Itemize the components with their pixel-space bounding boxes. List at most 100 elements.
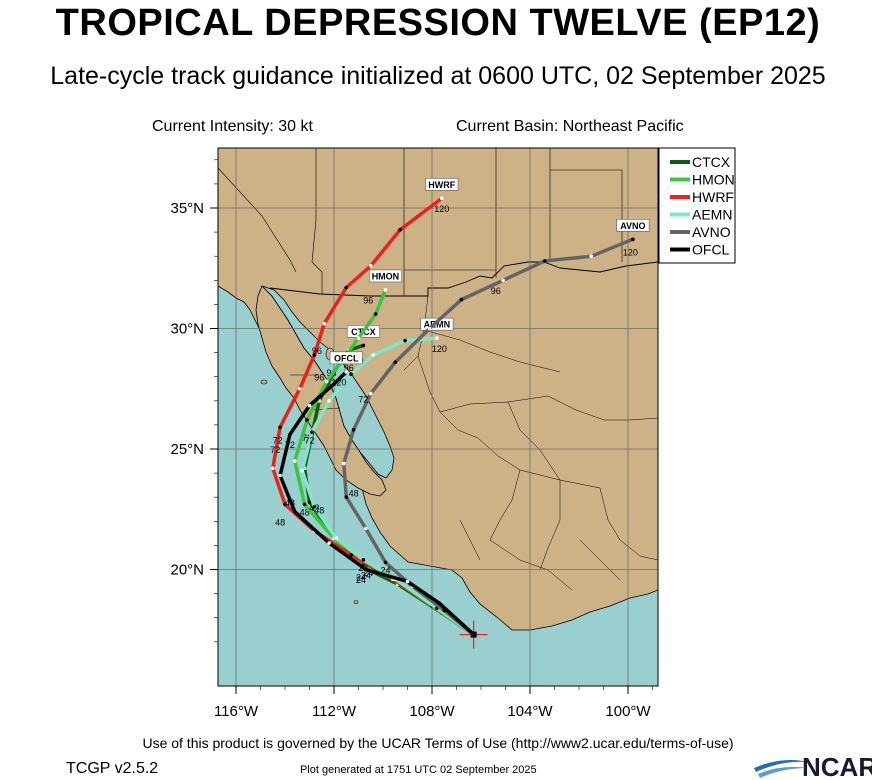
track-point	[631, 237, 635, 242]
plot-generated-time: Plot generated at 1751 UTC 02 September …	[300, 764, 537, 776]
track-point	[312, 353, 317, 357]
track-point	[305, 418, 309, 422]
track-point	[332, 382, 336, 386]
track-point	[349, 372, 353, 377]
track-point	[300, 468, 304, 473]
legend-label: OFCL	[692, 242, 730, 258]
track-point	[327, 399, 331, 403]
track-point	[344, 285, 349, 290]
track-point	[278, 425, 282, 430]
track-end-label-box	[425, 178, 459, 191]
track-point	[383, 560, 388, 565]
lon-tick-label: 112°W	[312, 703, 357, 720]
forecast-hour-label: 24	[356, 573, 366, 583]
forecast-hour-label: 120	[434, 204, 449, 214]
forecast-hour-label: 72	[302, 433, 312, 443]
forecast-hour-label: 96	[314, 373, 324, 383]
track-point	[393, 360, 398, 365]
track-point	[312, 505, 317, 509]
track-point	[501, 278, 505, 283]
track-point	[361, 343, 366, 348]
track-point	[403, 338, 407, 343]
legend-label: AEMN	[692, 207, 732, 223]
forecast-hour-label: 120	[432, 344, 447, 354]
track-line	[342, 237, 634, 636]
forecast-hour-label: 24	[380, 566, 390, 576]
track-point	[398, 227, 402, 232]
track-point	[327, 541, 331, 545]
track-end-label-box	[329, 351, 363, 365]
track-end-label: AEMN	[424, 320, 451, 330]
ncar-logo: NCAR	[754, 752, 872, 780]
storm-center	[470, 631, 477, 638]
track-point	[427, 326, 432, 331]
track-point	[297, 386, 302, 391]
track-point	[356, 336, 361, 340]
guidance-subtitle: Late-cycle track guidance initialized at…	[50, 62, 826, 90]
track-point	[371, 353, 376, 357]
forecast-hour-label: 24	[363, 568, 373, 578]
track-point	[302, 502, 307, 507]
forecast-hour-label: 120	[331, 378, 346, 388]
lon-tick-label: 116°W	[214, 703, 259, 720]
track-point	[344, 370, 349, 374]
track-point	[364, 526, 368, 531]
track-point	[349, 553, 353, 557]
track-point	[542, 259, 547, 263]
lon-tick-label: 104°W	[507, 703, 553, 720]
forecast-hour-label: 96	[491, 286, 501, 296]
axes: 116°W 112°W 108°W 104°W 100°W 35°N 30°N 25°N 20°…	[170, 159, 653, 720]
track-point	[322, 321, 327, 326]
track-end-label-box	[616, 219, 650, 232]
track-end-label: HMON	[372, 271, 400, 281]
track-point	[373, 312, 378, 316]
track-point	[440, 196, 444, 201]
forecast-hour-label: 24	[361, 570, 371, 580]
plot-frame	[217, 147, 659, 687]
track-point	[351, 427, 356, 432]
us-mexico-border	[269, 261, 658, 297]
state-line	[218, 148, 623, 296]
track-point	[368, 391, 373, 396]
legend-label: AVNO	[692, 224, 731, 240]
track-point	[344, 495, 349, 500]
track-point	[435, 336, 439, 340]
forecast-hour-label: 96	[363, 296, 373, 306]
island	[353, 600, 359, 604]
track-point	[293, 459, 297, 463]
forecast-hour-label: 48	[349, 488, 359, 498]
track-point	[405, 579, 410, 584]
storm-title: TROPICAL DEPRESSION TWELVE (EP12)	[55, 2, 821, 44]
storm-position-marker	[459, 620, 488, 649]
track-point	[364, 567, 368, 572]
lat-tick-label: 20°N	[170, 562, 204, 579]
forecast-hour-label: 96	[312, 346, 322, 356]
track-point	[270, 466, 275, 471]
current-basin: Current Basin: Northeast Pacific	[456, 118, 684, 135]
forecast-hour-label: 48	[314, 505, 324, 515]
track-point	[437, 601, 442, 606]
lat-tick-label: 25°N	[170, 441, 204, 458]
version-label: TCGP v2.5.2	[66, 760, 159, 777]
forecast-hour-label: 72	[358, 394, 368, 404]
track-avno: 24 48 72 96 120 AVNO	[342, 219, 650, 636]
track-point	[288, 432, 292, 437]
model-tracks: 24487296120CTCX24487296HMON24487296120HW…	[270, 178, 650, 637]
track-end-label-box	[369, 269, 402, 283]
track-point	[459, 297, 464, 302]
lat-tick-label: 30°N	[170, 321, 204, 338]
track-point	[368, 264, 373, 268]
forecast-hour-label: 24	[356, 575, 366, 585]
ncar-logo-text: NCAR	[802, 752, 872, 780]
legend-box	[658, 147, 736, 264]
track-point	[342, 461, 346, 466]
forecast-hour-label: 48	[300, 508, 310, 518]
gulf-of-california	[261, 285, 395, 479]
legend-label: HMON	[692, 172, 735, 188]
track-point	[310, 430, 314, 434]
track-point	[361, 558, 366, 562]
track-point	[307, 500, 312, 504]
track-end-label: AVNO	[620, 221, 645, 231]
